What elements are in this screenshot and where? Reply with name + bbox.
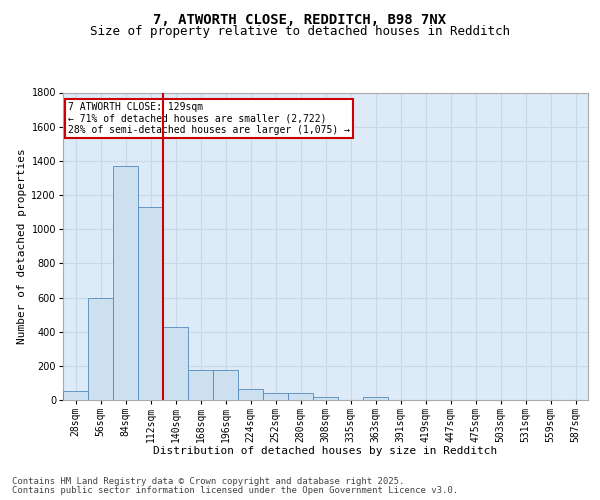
Bar (163, 326, 188, 400)
X-axis label: Distribution of detached houses by size in Redditch: Distribution of detached houses by size … (154, 446, 497, 456)
Text: Size of property relative to detached houses in Redditch: Size of property relative to detached ho… (90, 25, 510, 38)
Bar (113, 166, 138, 400)
Bar (363, 398, 388, 400)
Text: Contains HM Land Registry data © Crown copyright and database right 2025.: Contains HM Land Registry data © Crown c… (12, 477, 404, 486)
Bar (138, 207, 163, 400)
Text: Contains public sector information licensed under the Open Government Licence v3: Contains public sector information licen… (12, 486, 458, 495)
Bar (238, 389, 263, 400)
Bar (188, 370, 213, 400)
Y-axis label: Number of detached properties: Number of detached properties (17, 148, 27, 344)
Bar (88, 298, 113, 400)
Text: 7, ATWORTH CLOSE, REDDITCH, B98 7NX: 7, ATWORTH CLOSE, REDDITCH, B98 7NX (154, 12, 446, 26)
Bar (288, 393, 313, 400)
Bar (263, 393, 288, 400)
Bar (213, 370, 238, 400)
Bar (63, 390, 88, 400)
Bar (313, 398, 338, 400)
Text: 7 ATWORTH CLOSE: 129sqm
← 71% of detached houses are smaller (2,722)
28% of semi: 7 ATWORTH CLOSE: 129sqm ← 71% of detache… (68, 102, 350, 135)
